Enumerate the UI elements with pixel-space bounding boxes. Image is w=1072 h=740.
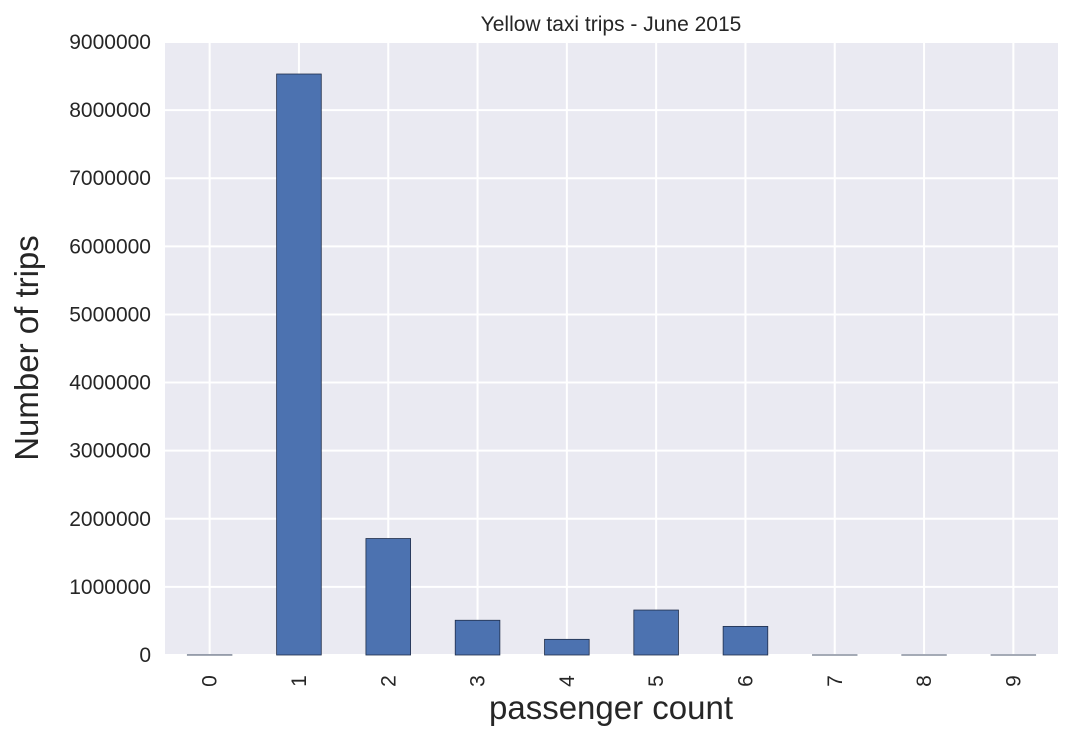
bar-passenger-1: [276, 73, 322, 656]
bar-passenger-4: [544, 638, 590, 656]
bar-passenger-2: [365, 538, 411, 656]
y-tick-label: 7000000: [69, 167, 151, 190]
y-tick-label: 0: [139, 644, 151, 667]
y-axis-label: Number of trips: [8, 235, 45, 461]
x-tick-label: 8: [913, 675, 936, 687]
y-tick-label: 1000000: [69, 576, 151, 599]
x-tick-label: 2: [377, 675, 400, 687]
y-tick-label: 9000000: [69, 31, 151, 54]
x-tick-label: 5: [645, 675, 668, 687]
x-tick-label: 6: [734, 675, 757, 687]
y-tick-labels: 0 1000000 2000000 3000000 4000000 5000000 6000…: [69, 31, 151, 667]
y-tick-label: 4000000: [69, 372, 151, 395]
bar-passenger-3: [454, 619, 501, 656]
x-tick-label: 0: [199, 675, 222, 687]
y-tick-label: 6000000: [69, 235, 151, 258]
bar-passenger-5: [633, 609, 679, 656]
y-tick-label: 8000000: [69, 99, 151, 122]
x-tick-label: 1: [288, 675, 311, 687]
x-tick-label: 4: [556, 675, 579, 687]
chart-title: Yellow taxi trips - June 2015: [481, 13, 742, 36]
x-axis-label: passenger count: [489, 689, 733, 726]
x-tick-label: 3: [467, 675, 490, 687]
y-tick-label: 5000000: [69, 303, 151, 326]
x-tick-label: 9: [1002, 675, 1025, 687]
y-tick-label: 2000000: [69, 508, 151, 531]
x-tick-label: 7: [824, 675, 847, 687]
bars: [186, 73, 1037, 656]
x-tick-labels: 0 1 2 3 4 5 6 7 8 9: [199, 675, 1026, 687]
bar-passenger-6: [722, 625, 769, 656]
y-tick-label: 3000000: [69, 440, 151, 463]
